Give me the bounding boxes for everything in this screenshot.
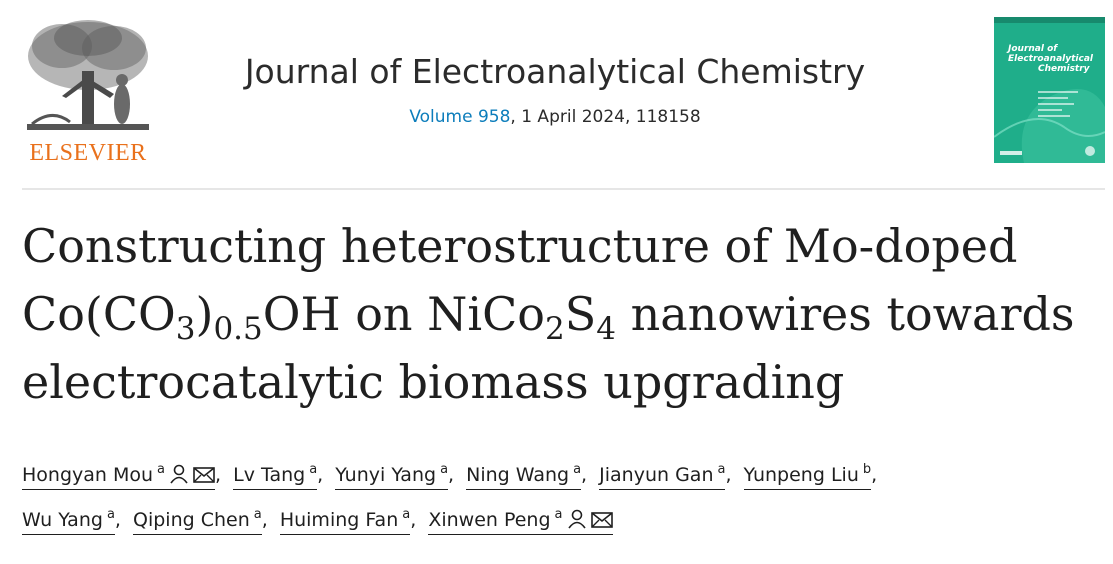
author-link[interactable]: Jianyun Gan a xyxy=(599,462,726,490)
author-separator: , xyxy=(725,464,732,486)
elsevier-logo[interactable]: ELSEVIER xyxy=(22,16,154,166)
person-icon xyxy=(169,457,189,499)
journal-title[interactable]: Journal of Electroanalytical Chemistry xyxy=(180,52,930,91)
author-link[interactable]: Wu Yang a xyxy=(22,507,115,535)
author-separator: , xyxy=(317,464,324,486)
affiliation-marker: a xyxy=(554,507,563,522)
title-line-3: electrocatalytic biomass upgrading xyxy=(22,355,845,409)
journal-header: ELSEVIER Journal of Electroanalytical Ch… xyxy=(0,0,1113,190)
header-divider xyxy=(22,188,1105,190)
author-separator: , xyxy=(448,464,455,486)
issue-info: Volume 958, 1 April 2024, 118158 xyxy=(180,107,930,127)
author-separator: , xyxy=(114,509,121,531)
cover-title-2: Electroanalytical xyxy=(1008,54,1094,64)
author-name: Qiping Chen xyxy=(133,509,250,531)
author-link[interactable]: Lv Tang a xyxy=(233,462,318,490)
author-link[interactable]: Ning Wang a xyxy=(466,462,582,490)
mail-icon xyxy=(193,457,215,499)
author-link[interactable]: Yunpeng Liu b xyxy=(743,462,872,490)
publisher-wordmark: ELSEVIER xyxy=(29,140,147,166)
title-line-2: Co(CO3)0.5OH on NiCo2S4 nanowires toward… xyxy=(22,287,1075,347)
author-link[interactable]: Huiming Fan a xyxy=(279,507,411,535)
person-icon xyxy=(567,502,587,544)
author-link[interactable]: Qiping Chen a xyxy=(133,507,262,535)
affiliation-marker: a xyxy=(717,462,726,477)
mail-icon xyxy=(590,502,613,544)
author-link[interactable]: Yunyi Yang a xyxy=(335,462,449,490)
affiliation-marker: a xyxy=(573,462,582,477)
cover-title-3: Chemistry xyxy=(1038,64,1091,74)
affiliation-marker: a xyxy=(106,507,115,522)
cover-title-1: Journal of xyxy=(1006,44,1058,54)
author-separator: , xyxy=(261,509,268,531)
title-line-1: Constructing heterostructure of Mo-doped xyxy=(22,219,1018,273)
affiliation-marker: a xyxy=(440,462,449,477)
affiliation-marker: b xyxy=(862,462,872,477)
author-name: Yunyi Yang xyxy=(335,464,437,486)
author-name: Jianyun Gan xyxy=(599,464,714,486)
author-name: Ning Wang xyxy=(466,464,570,486)
journal-title-link[interactable]: Journal of Electroanalytical Chemistry xyxy=(244,52,866,91)
author-name: Huiming Fan xyxy=(279,509,399,531)
author-separator: , xyxy=(410,509,417,531)
author-list: Hongyan Mou a, Lv Tang a, Yunyi Yang a, Nin… xyxy=(22,454,1107,544)
tree-icon xyxy=(27,20,149,130)
affiliation-marker: a xyxy=(157,462,166,477)
author-separator: , xyxy=(871,464,878,486)
author-separator: , xyxy=(215,464,222,486)
affiliation-marker: a xyxy=(309,462,318,477)
author-name: Xinwen Peng xyxy=(428,509,551,531)
author-name: Lv Tang xyxy=(233,464,306,486)
author-name: Hongyan Mou xyxy=(22,464,154,486)
author-name: Yunpeng Liu xyxy=(743,464,859,486)
author-link[interactable]: Xinwen Peng a xyxy=(428,507,613,535)
author-separator: , xyxy=(581,464,588,486)
article-title: Constructing heterostructure of Mo-doped… xyxy=(22,212,1107,416)
author-name: Wu Yang xyxy=(22,509,103,531)
journal-cover[interactable]: Journal of Electroanalytical Chemistry xyxy=(993,17,1106,163)
affiliation-marker: a xyxy=(402,507,411,522)
volume-link[interactable]: Volume 958 xyxy=(409,107,511,127)
issue-details: , 1 April 2024, 118158 xyxy=(510,107,701,127)
cover-image: Journal of Electroanalytical Chemistry xyxy=(993,17,1106,163)
author-link[interactable]: Hongyan Mou a xyxy=(22,462,216,490)
affiliation-marker: a xyxy=(253,507,262,522)
